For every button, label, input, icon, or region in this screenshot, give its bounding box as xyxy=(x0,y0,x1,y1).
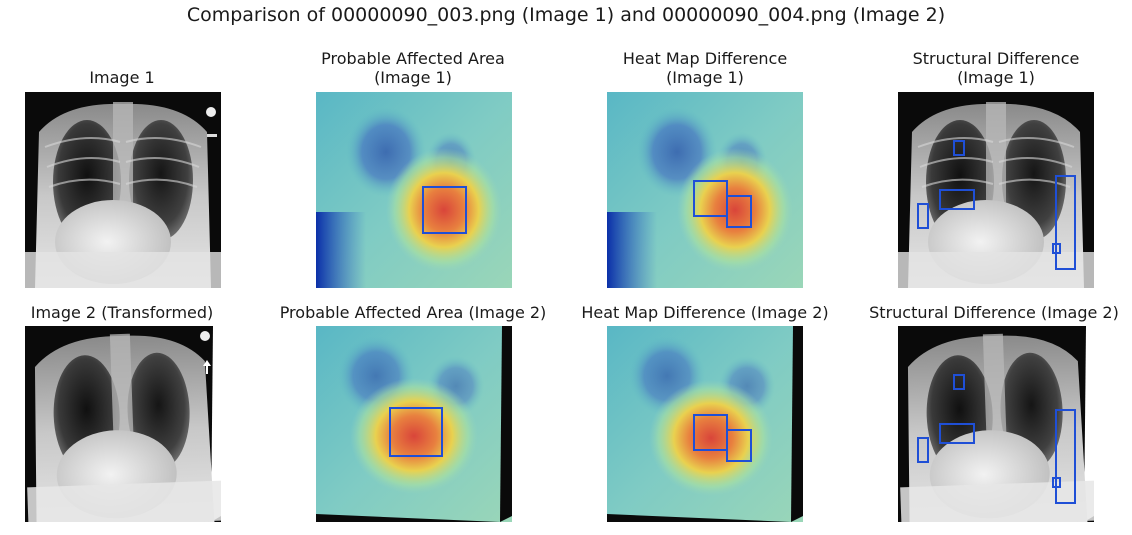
heatmap-difference-2 xyxy=(607,326,803,522)
figure-title: Comparison of 00000090_003.png (Image 1)… xyxy=(186,4,946,26)
panel-title-line: Image 1 xyxy=(89,68,155,87)
panel-title-line: Structural Difference xyxy=(912,49,1080,68)
panel-title-line: Heat Map Difference (Image 2) xyxy=(581,303,829,322)
panel-title-image1: Image 1 xyxy=(22,68,222,87)
structural-difference-2 xyxy=(898,326,1094,522)
box-cardiac-border xyxy=(939,423,975,444)
panel-title-line: Probable Affected Area xyxy=(321,49,505,68)
panel-title-heatmap-diff-2: Heat Map Difference (Image 2) xyxy=(566,303,844,322)
structural-difference-1 xyxy=(898,92,1094,288)
box-right-lateral-small xyxy=(1052,243,1061,254)
box-affected-area xyxy=(389,407,443,457)
box-left-lateral xyxy=(917,437,929,463)
box-right-lateral-small xyxy=(1052,477,1061,488)
panel-title-line: (Image 1) xyxy=(374,68,452,87)
box-upper-mediastinum xyxy=(953,374,965,390)
panel-title-line: Heat Map Difference xyxy=(622,49,788,68)
box-right-lateral-tall xyxy=(1055,409,1076,504)
xray-image-1 xyxy=(25,92,221,288)
panel-title-heatmap-diff-1: Heat Map Difference (Image 1) xyxy=(560,49,850,87)
panel-title-affected-area-1: Probable Affected Area (Image 1) xyxy=(270,49,556,87)
panel-title-structural-diff-1: Structural Difference (Image 1) xyxy=(852,49,1132,87)
box-right-lateral-tall xyxy=(1055,175,1076,270)
xray-image-2 xyxy=(25,326,221,522)
heatmap-affected-area-1 xyxy=(316,92,512,288)
box-upper-mediastinum xyxy=(953,140,965,156)
panel-title-line: (Image 1) xyxy=(957,68,1035,87)
box-difference-right xyxy=(726,195,752,228)
panel-title-line: Probable Affected Area (Image 2) xyxy=(279,303,547,322)
box-affected-area xyxy=(422,186,467,234)
box-difference-right xyxy=(726,429,752,462)
box-left-lateral xyxy=(917,203,929,229)
panel-title-structural-diff-2: Structural Difference (Image 2) xyxy=(858,303,1130,322)
heatmap-difference-1 xyxy=(607,92,803,288)
panel-title-line: (Image 1) xyxy=(666,68,744,87)
box-cardiac-border xyxy=(939,189,975,210)
panel-title-affected-area-2: Probable Affected Area (Image 2) xyxy=(266,303,560,322)
panel-title-line: Structural Difference (Image 2) xyxy=(869,303,1119,322)
panel-title-line: Image 2 (Transformed) xyxy=(30,303,214,322)
heatmap-affected-area-2 xyxy=(316,326,512,522)
panel-title-image2: Image 2 (Transformed) xyxy=(18,303,226,322)
